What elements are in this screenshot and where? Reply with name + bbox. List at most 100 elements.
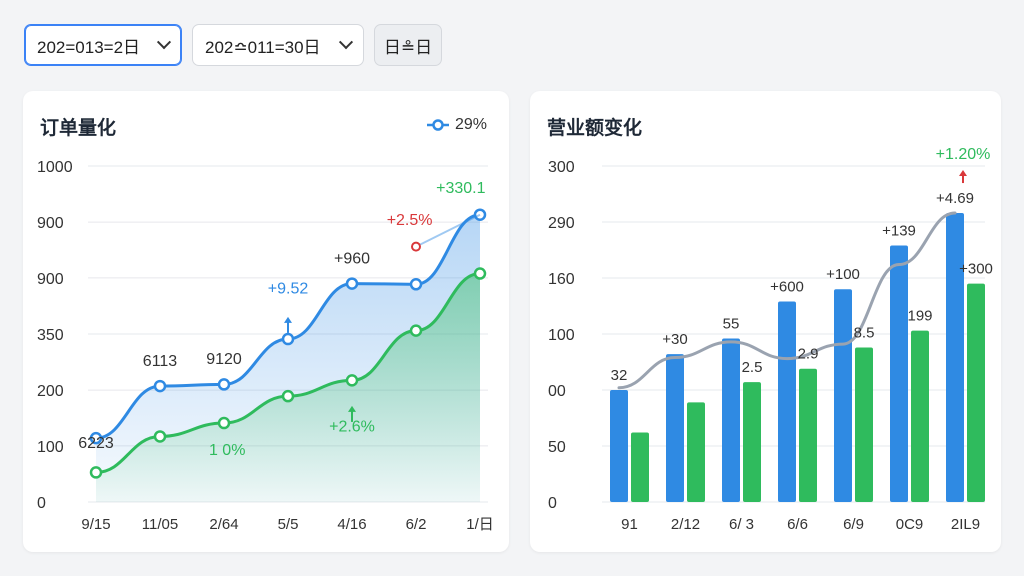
data-label: +2.5%: [387, 212, 433, 229]
bar-value-label: 2.5: [742, 359, 763, 376]
trend-line: [617, 211, 957, 390]
x-tick-label: 6/6: [787, 516, 808, 533]
start-date-value: 202=013=2日: [37, 37, 141, 57]
outlier-connector: [415, 213, 481, 248]
chevron-down-icon: [338, 35, 354, 50]
bar-value-label: +30: [662, 331, 687, 348]
data-point: [345, 277, 359, 290]
data-point: [153, 430, 167, 443]
bar: [631, 432, 649, 502]
bar: [946, 213, 964, 502]
y-tick-label: 100: [37, 439, 64, 456]
outlier-point: [411, 241, 421, 252]
arrow-head: [959, 170, 967, 177]
data-point: [345, 374, 359, 387]
bar: [666, 354, 684, 502]
end-date-select[interactable]: 202≏011=30日: [192, 24, 364, 66]
x-tick-label: 2/64: [209, 516, 238, 533]
bar-value-label: +100: [826, 266, 860, 283]
legend-label: 29%: [454, 116, 487, 133]
data-point: [473, 208, 487, 221]
data-point: [409, 278, 423, 291]
bar: [610, 390, 628, 502]
bar: [799, 368, 817, 502]
x-tick-label: 6/ 3: [729, 516, 754, 533]
revenue-card: 营业额变化 300 290 160 100 00 50 0 91 2/12 6/ 3 6/6 6/9 0…: [530, 91, 1001, 552]
bar-value-label: 8.5: [854, 324, 875, 341]
data-point: [217, 378, 231, 391]
y-tick-label: 900: [37, 215, 64, 232]
data-label: 1 0%: [209, 442, 245, 459]
x-tick-label: 2IL9: [951, 516, 980, 533]
data-label: +2.6%: [329, 418, 375, 435]
y-tick-label: 50: [548, 439, 566, 456]
x-tick-label: 5/5: [278, 516, 299, 533]
y-tick-label: 290: [548, 215, 575, 232]
data-label: 9120: [206, 351, 242, 368]
data-label: 6113: [143, 353, 178, 370]
bar: [687, 402, 705, 502]
period-button-label: 日≗日: [383, 37, 433, 57]
series-area: [96, 273, 480, 502]
y-tick-label: 00: [548, 383, 566, 400]
bar-value-label: +600: [770, 279, 804, 296]
bar-value-label: +4.69: [936, 190, 974, 207]
data-label: 6223: [78, 435, 114, 452]
chart-legend: 29%: [426, 116, 487, 134]
bar-value-label: 2.9: [798, 346, 819, 363]
data-label: +960: [334, 250, 370, 267]
data-point: [89, 431, 103, 445]
arrow-head: [284, 316, 292, 323]
x-tick-label: 6/9: [843, 516, 864, 533]
bar-value-label: 199: [907, 308, 932, 325]
y-tick-label: 900: [37, 271, 64, 288]
chevron-down-icon: [156, 35, 172, 50]
x-tick-label: 11/05: [142, 516, 178, 533]
order-volume-card: 订单量化 29% 1000 900 900 350 200 100 0 9/15 11/05 2/…: [23, 91, 509, 552]
bar: [967, 283, 985, 502]
data-label: +9.52: [268, 281, 309, 298]
start-date-select[interactable]: 202=013=2日: [24, 24, 182, 66]
x-tick-label: 6/2: [406, 516, 427, 533]
y-tick-label: 0: [548, 495, 557, 512]
x-tick-label: 2/12: [671, 516, 700, 533]
x-tick-label: 1/日: [466, 516, 494, 533]
bar-value-label: +139: [882, 223, 916, 240]
end-date-value: 202≏011=30日: [205, 37, 321, 57]
bar-value-label: 32: [611, 367, 628, 384]
arrow-head: [348, 405, 356, 412]
bar-value-label: 55: [723, 315, 740, 332]
data-point: [409, 324, 423, 337]
y-tick-label: 200: [37, 383, 64, 400]
x-tick-label: 0C9: [896, 516, 924, 533]
y-tick-label: 300: [548, 159, 575, 176]
bar: [743, 382, 761, 502]
data-point: [89, 466, 103, 479]
data-point: [281, 389, 295, 403]
x-tick-label: 9/15: [81, 516, 110, 533]
x-tick-label: 4/16: [337, 516, 366, 533]
toolbar: 202=013=2日 202≏011=30日 日≗日: [24, 24, 442, 66]
y-tick-label: 1000: [37, 159, 73, 176]
chart-title: 营业额变化: [547, 118, 643, 139]
x-tick-label: 91: [621, 516, 638, 533]
data-point: [473, 267, 487, 280]
data-point: [153, 379, 167, 393]
bar: [722, 338, 740, 502]
chart-title: 订单量化: [40, 118, 117, 139]
data-point: [281, 332, 295, 346]
data-point: [217, 416, 231, 430]
bar: [911, 330, 929, 502]
y-tick-label: 160: [548, 271, 575, 288]
y-tick-label: 0: [37, 495, 46, 512]
top-annotation: +1.20%: [936, 146, 991, 163]
bar: [890, 245, 908, 502]
bar-value-label: +300: [959, 261, 993, 278]
period-button[interactable]: 日≗日: [374, 24, 442, 66]
legend-marker-icon: [426, 119, 449, 131]
data-label: +330.1: [436, 180, 485, 197]
y-tick-label: 350: [37, 327, 64, 344]
y-tick-label: 100: [548, 327, 575, 344]
bar-chart-plot: 300 290 160 100 00 50 0 91 2/12 6/ 3 6/6 6/9 0C9 2IL9…: [548, 146, 993, 533]
